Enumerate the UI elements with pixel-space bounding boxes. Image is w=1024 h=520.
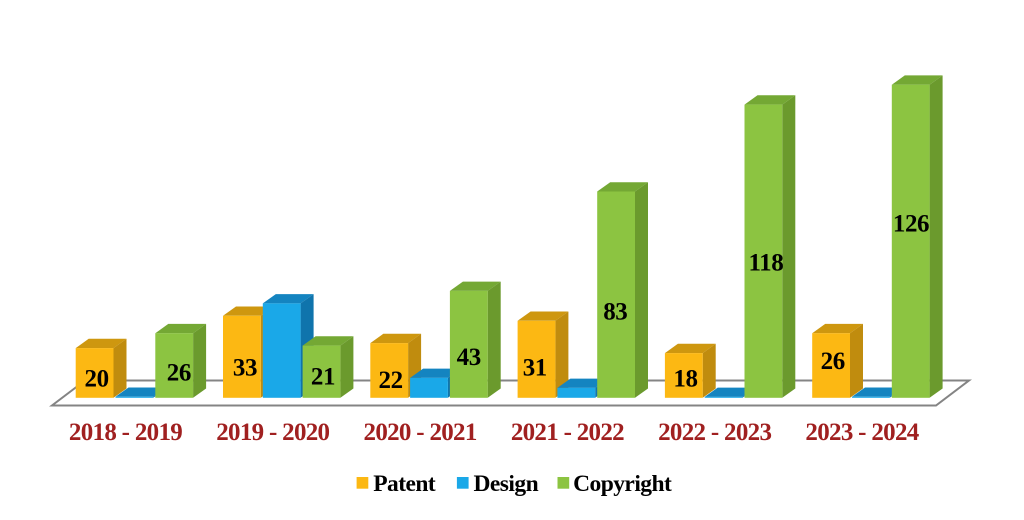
svg-text:20: 20 — [84, 366, 108, 393]
svg-text:2018 - 2019: 2018 - 2019 — [69, 419, 182, 446]
svg-text:83: 83 — [603, 299, 627, 326]
svg-text:Patent: Patent — [373, 471, 436, 497]
svg-text:18: 18 — [673, 366, 697, 393]
svg-text:118: 118 — [748, 249, 783, 276]
svg-text:126: 126 — [893, 210, 929, 237]
svg-text:33: 33 — [233, 354, 257, 381]
svg-text:2021 - 2022: 2021 - 2022 — [511, 419, 624, 446]
svg-text:Copyright: Copyright — [573, 471, 672, 497]
svg-text:22: 22 — [378, 367, 402, 394]
svg-text:26: 26 — [167, 360, 191, 387]
svg-text:31: 31 — [523, 355, 547, 382]
svg-text:2020 - 2021: 2020 - 2021 — [364, 419, 477, 446]
svg-text:26: 26 — [821, 348, 845, 375]
svg-text:43: 43 — [457, 344, 481, 371]
svg-text:2022 - 2023: 2022 - 2023 — [658, 419, 771, 446]
svg-text:21: 21 — [311, 364, 335, 391]
svg-text:Design: Design — [474, 471, 539, 497]
svg-text:2019 - 2020: 2019 - 2020 — [216, 419, 329, 446]
svg-text:2023 - 2024: 2023 - 2024 — [805, 419, 919, 446]
